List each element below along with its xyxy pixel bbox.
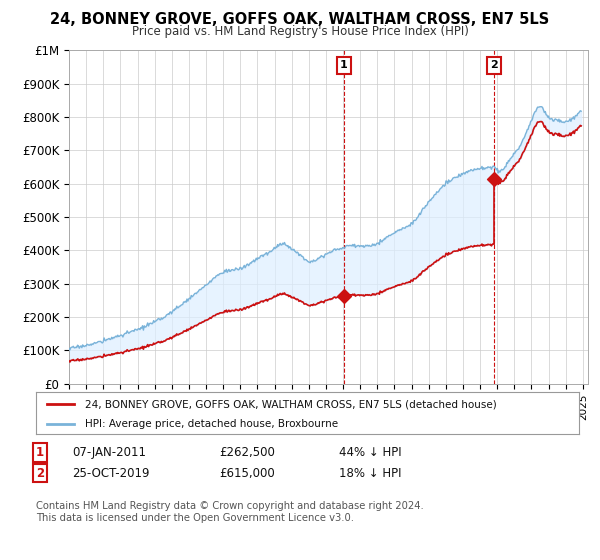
Text: Contains HM Land Registry data © Crown copyright and database right 2024.
This d: Contains HM Land Registry data © Crown c… bbox=[36, 501, 424, 523]
Text: 2: 2 bbox=[490, 60, 498, 71]
Text: 1: 1 bbox=[340, 60, 347, 71]
Text: 24, BONNEY GROVE, GOFFS OAK, WALTHAM CROSS, EN7 5LS (detached house): 24, BONNEY GROVE, GOFFS OAK, WALTHAM CRO… bbox=[85, 400, 497, 409]
Text: £615,000: £615,000 bbox=[219, 466, 275, 480]
Text: HPI: Average price, detached house, Broxbourne: HPI: Average price, detached house, Brox… bbox=[85, 419, 338, 430]
Point bbox=[339, 292, 349, 301]
Point bbox=[490, 174, 499, 183]
Text: 24, BONNEY GROVE, GOFFS OAK, WALTHAM CROSS, EN7 5LS: 24, BONNEY GROVE, GOFFS OAK, WALTHAM CRO… bbox=[50, 12, 550, 27]
Text: 1: 1 bbox=[36, 446, 44, 459]
Text: Price paid vs. HM Land Registry's House Price Index (HPI): Price paid vs. HM Land Registry's House … bbox=[131, 25, 469, 38]
Text: 18% ↓ HPI: 18% ↓ HPI bbox=[339, 466, 401, 480]
Text: 07-JAN-2011: 07-JAN-2011 bbox=[72, 446, 146, 459]
Text: 25-OCT-2019: 25-OCT-2019 bbox=[72, 466, 149, 480]
Text: 44% ↓ HPI: 44% ↓ HPI bbox=[339, 446, 401, 459]
Text: £262,500: £262,500 bbox=[219, 446, 275, 459]
Text: 2: 2 bbox=[36, 466, 44, 480]
